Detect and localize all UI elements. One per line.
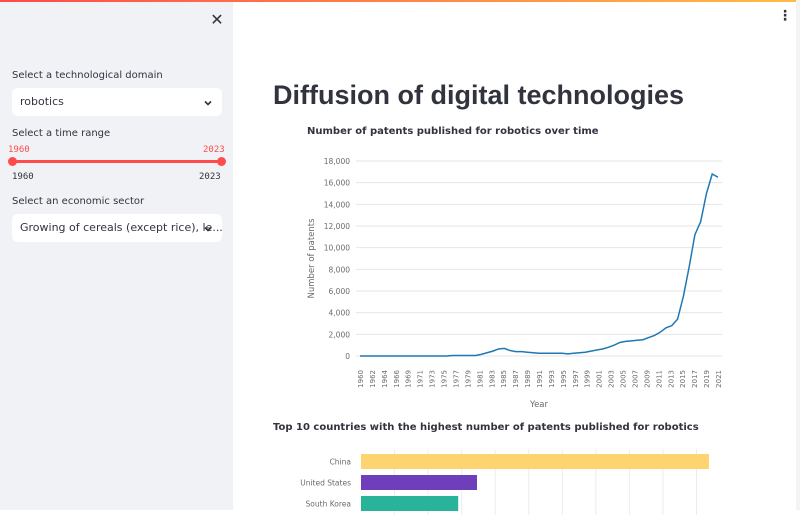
y-tick-label: 4,000 [329,309,351,318]
x-tick-label: 2019 [703,370,711,388]
x-tick-label: 1989 [524,370,532,388]
y-tick-label: 8,000 [329,265,351,274]
close-icon: ✕ [210,10,224,29]
line-chart: 0 2,000 4,000 6,000 8,000 10,000 12,000 14,000 1… [307,157,723,410]
x-tick-label: 1975 [441,370,449,388]
time-range-slider-track[interactable] [12,160,222,163]
slider-start-handle[interactable] [8,157,17,166]
bar [361,496,459,511]
x-tick-label: 1962 [369,370,377,388]
page-title: Diffusion of digital technologies [273,80,684,110]
y-tick-label: 10,000 [324,244,350,253]
x-tick-label: 1993 [548,370,556,388]
x-tick-label: 1973 [429,370,437,388]
y-tick-label: 2,000 [329,330,351,339]
x-tick-label: 1987 [512,370,520,388]
x-tick-label: 1997 [572,370,580,388]
bar [361,454,709,469]
x-axis-title: Year [529,400,549,410]
sidebar: ✕ Select a technological domain robotics… [0,2,233,510]
slider-min-label: 1960 [12,172,34,182]
x-tick-label: 2021 [715,370,723,388]
y-axis-title: Number of patents [307,218,317,299]
x-tick-label: 1977 [452,370,460,388]
category-label: South Korea [306,500,351,509]
category-label: United States [300,479,351,488]
x-tick-label: 2009 [643,370,651,388]
x-tick-label: 1960 [357,370,365,388]
y-tick-label: 14,000 [324,200,350,209]
x-tick-label: 2017 [691,370,699,388]
x-tick-label: 2005 [620,370,628,388]
domain-label: Select a technological domain [12,70,163,81]
y-tick-label: 18,000 [324,157,350,166]
x-tick-label: 1979 [464,370,472,388]
x-tick-label: 1991 [536,370,544,388]
x-tick-label: 2015 [679,370,687,388]
time-range-label: Select a time range [12,128,111,139]
slider-start-value: 1960 [8,145,30,155]
bar-chart: China United States South Korea [300,449,709,515]
page-scrollbar[interactable] [796,0,800,510]
bar-chart-title: Top 10 countries with the highest number… [273,422,699,433]
x-tick-label: 2007 [631,370,639,388]
slider-end-handle[interactable] [217,157,226,166]
x-tick-label: 1983 [488,370,496,388]
x-tick-label: 1981 [476,370,484,388]
chevron-down-icon [203,214,213,242]
x-tick-label: 2013 [667,370,675,388]
sector-select-value: Growing of cereals (except rice), le... [20,221,222,234]
close-sidebar-button[interactable]: ✕ [209,11,225,29]
slider-max-label: 2023 [199,172,221,182]
x-tick-label: 2003 [608,370,616,388]
main-menu-button[interactable]: ⋮ [778,8,792,24]
line-chart-title: Number of patents published for robotics… [307,126,599,137]
x-tick-label: 1985 [500,370,508,388]
x-tick-label: 1964 [381,369,389,387]
x-tick-label: 2001 [596,370,604,388]
x-tick-label: 1999 [584,370,592,388]
y-tick-label: 16,000 [324,179,350,188]
chevron-down-icon [203,88,213,116]
slider-end-value: 2023 [203,145,225,155]
domain-select[interactable]: robotics [12,88,222,116]
sector-select[interactable]: Growing of cereals (except rice), le... [12,214,222,242]
x-tick-label: 2011 [655,370,663,388]
y-tick-label: 12,000 [324,222,350,231]
category-label: China [330,458,351,467]
x-tick-label: 1969 [405,370,413,388]
domain-select-value: robotics [20,95,64,108]
x-tick-label: 1966 [393,369,401,387]
y-tick-label: 6,000 [329,287,351,296]
y-tick-label: 0 [345,352,350,361]
x-tick-label: 1971 [417,370,425,388]
series-line [360,172,719,357]
bar [361,475,477,490]
top-decoration-bar [0,0,800,2]
x-tick-label: 1995 [560,370,568,388]
sector-label: Select an economic sector [12,196,145,207]
more-vertical-icon: ⋮ [778,8,792,24]
